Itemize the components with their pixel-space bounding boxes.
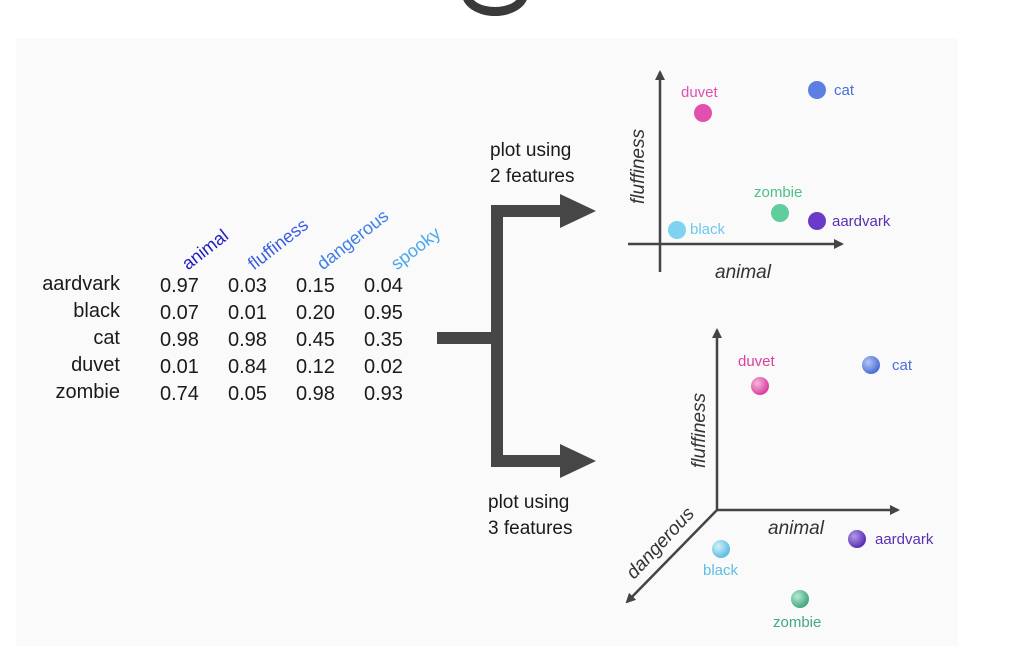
table-cell: 0.95 — [364, 302, 403, 324]
plot3d-points: duvet cat aardvark black zombie — [703, 353, 934, 631]
sphere-cat — [862, 356, 880, 374]
sphere-label-aardvark: aardvark — [875, 531, 934, 548]
point-label-cat: cat — [834, 82, 855, 99]
plot3d-xlabel: animal — [768, 518, 825, 539]
row-label: zombie — [55, 381, 120, 403]
table-cell: 0.20 — [296, 302, 335, 324]
point-label-duvet: duvet — [681, 84, 719, 101]
table-cell: 0.15 — [296, 275, 335, 297]
plot2d-xlabel: animal — [715, 262, 772, 283]
point-black — [668, 221, 686, 239]
table-cell: 0.02 — [364, 356, 403, 378]
table-cell: 0.01 — [160, 356, 199, 378]
point-label-zombie: zombie — [754, 184, 802, 201]
table-cell: 0.74 — [160, 383, 199, 405]
plot3d-ylabel: fluffiness — [689, 393, 710, 468]
sphere-label-cat: cat — [892, 357, 913, 374]
plot3d-zlabel: dangerous — [622, 503, 699, 583]
plot2d-points: duvet cat zombie black aardvark — [668, 81, 891, 239]
table-cell: 0.93 — [364, 383, 403, 405]
plot3d-axes — [625, 328, 900, 604]
point-duvet — [694, 104, 712, 122]
row-label: cat — [93, 327, 120, 349]
plot2d-ylabel: fluffiness — [628, 129, 649, 204]
bottom-arrow-caption-line1: plot using — [488, 492, 570, 513]
sphere-zombie — [791, 590, 809, 608]
sphere-label-duvet: duvet — [738, 353, 776, 370]
sphere-black — [712, 540, 730, 558]
point-label-black: black — [690, 221, 726, 238]
top-arrow-caption-line2: 2 features — [490, 166, 575, 187]
table-cell: 0.07 — [160, 302, 199, 324]
point-label-aardvark: aardvark — [832, 213, 891, 230]
table-cell: 0.97 — [160, 275, 199, 297]
table-cell: 0.84 — [228, 356, 267, 378]
top-arrow-caption: plot using 2 features — [490, 138, 575, 190]
table-cell: 0.03 — [228, 275, 267, 297]
sphere-label-black: black — [703, 562, 739, 579]
point-aardvark — [808, 212, 826, 230]
fork-arrow — [437, 194, 596, 478]
top-arrow-caption-line1: plot using — [490, 140, 572, 161]
row-label: aardvark — [42, 273, 120, 295]
row-label: black — [73, 300, 120, 322]
table-cell: 0.45 — [296, 329, 335, 351]
table-cell: 0.12 — [296, 356, 335, 378]
sphere-aardvark — [848, 530, 866, 548]
table-cell: 0.05 — [228, 383, 267, 405]
bottom-arrow-caption: plot using 3 features — [488, 490, 573, 542]
table-cell: 0.04 — [364, 275, 403, 297]
table-cell: 0.98 — [228, 329, 267, 351]
table-cell: 0.01 — [228, 302, 267, 324]
table-cell: 0.98 — [296, 383, 335, 405]
table-cell: 0.35 — [364, 329, 403, 351]
point-zombie — [771, 204, 789, 222]
sphere-label-zombie: zombie — [773, 614, 821, 631]
table-cell: 0.98 — [160, 329, 199, 351]
sphere-duvet — [751, 377, 769, 395]
plot2d-axes — [628, 70, 844, 272]
point-cat — [808, 81, 826, 99]
bottom-arrow-caption-line2: 3 features — [488, 518, 573, 539]
row-label: duvet — [71, 354, 120, 376]
